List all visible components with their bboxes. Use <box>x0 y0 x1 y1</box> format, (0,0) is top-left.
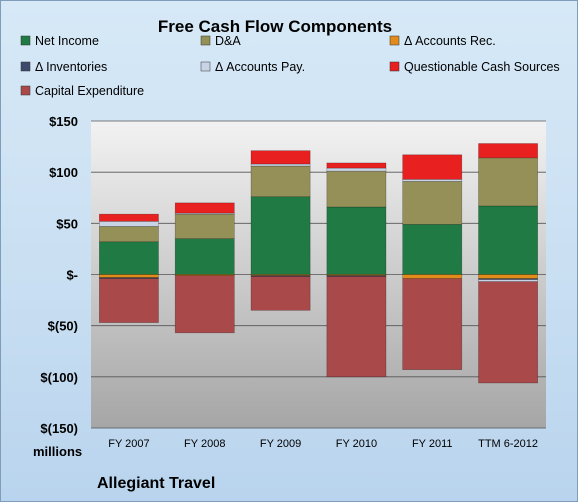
x-tick-label: FY 2009 <box>260 438 301 450</box>
y-tick-label: $- <box>66 268 78 283</box>
bar-segment-delta-accounts-rec <box>478 274 538 279</box>
bar-segment-delta-accounts-pay <box>402 179 463 182</box>
x-axis-ticks: FY 2007 FY 2008 FY 2009 FY 2010 FY 2011 TTM 6… <box>108 438 538 450</box>
bar-segment-questionable-cash-sources <box>402 154 463 180</box>
x-tick-label: FY 2010 <box>336 438 377 450</box>
legend-swatch <box>20 35 31 46</box>
bar-segment-capital-expenditure <box>402 278 463 370</box>
y-tick-label: $50 <box>56 216 78 231</box>
bar-segment-capital-expenditure <box>478 281 538 384</box>
bar-segment-delta-accounts-pay <box>250 163 311 167</box>
bar-segment-capital-expenditure <box>174 275 235 334</box>
bar-segment-capital-expenditure <box>99 278 159 323</box>
legend-label: Capital Expenditure <box>35 84 144 98</box>
legend-swatch <box>20 85 31 96</box>
bar-segment-delta-accounts-pay <box>326 167 387 172</box>
x-tick-label: FY 2007 <box>108 438 149 450</box>
y-tick-label: $150 <box>49 114 78 129</box>
bar-segment-danda <box>402 181 463 225</box>
y-axis-ticks: $150 $100 $50 $- $(50) $(100) $(150) <box>40 114 78 436</box>
x-tick-label: FY 2011 <box>412 438 453 450</box>
bar-segment-net-income <box>174 238 235 275</box>
bar-segment-danda <box>326 170 387 208</box>
legend-label: Δ Accounts Pay. <box>215 60 305 74</box>
legend-swatch <box>20 61 31 72</box>
bar-segment-delta-accounts-pay <box>99 220 159 227</box>
bar-segment-net-income <box>478 205 538 275</box>
bar-segment-delta-accounts-rec <box>99 274 159 278</box>
bar-segment-net-income <box>402 224 463 275</box>
legend-item-delta-accounts-pay: Δ Accounts Pay. <box>200 60 305 74</box>
bar-segment-capital-expenditure <box>250 276 311 311</box>
bar-segment-net-income <box>250 196 311 275</box>
bar-segment-questionable-cash-sources <box>478 143 538 159</box>
y-tick-label: $(100) <box>40 370 78 385</box>
bar-segment-questionable-cash-sources <box>250 150 311 165</box>
bar-segment-delta-accounts-rec <box>402 274 463 279</box>
legend-item-capital-expenditure: Capital Expenditure <box>20 84 144 98</box>
legend-item-net-income: Net Income <box>20 34 99 48</box>
legend-swatch <box>389 61 400 72</box>
legend-item-questionable-cash-sources: Questionable Cash Sources <box>389 60 560 74</box>
bars <box>99 143 538 384</box>
bar-segment-danda <box>478 157 538 207</box>
bar-segment-delta-accounts-pay <box>478 279 538 282</box>
bar-segment-questionable-cash-sources <box>326 162 387 169</box>
bar-segment-questionable-cash-sources <box>99 213 159 222</box>
legend-label: Δ Inventories <box>35 60 107 74</box>
legend-label: Net Income <box>35 34 99 48</box>
legend-swatch <box>200 35 211 46</box>
x-tick-label: TTM 6-2012 <box>478 438 538 450</box>
gridlines <box>91 120 546 429</box>
legend-label: Questionable Cash Sources <box>404 60 560 74</box>
legend-swatch <box>389 35 400 46</box>
legend-swatch <box>200 61 211 72</box>
y-tick-label: $(150) <box>40 421 78 436</box>
unit-label: millions <box>33 444 82 459</box>
bar-segment-net-income <box>99 241 159 275</box>
legend-label: Δ Accounts Rec. <box>404 34 496 48</box>
legend-label: D&A <box>215 34 241 48</box>
legend-item-delta-accounts-rec: Δ Accounts Rec. <box>389 34 496 48</box>
brand-label: Allegiant Travel <box>97 475 215 492</box>
bar-segment-capital-expenditure <box>326 276 387 378</box>
bar-segment-danda <box>99 226 159 243</box>
legend: Net Income D&A Δ Accounts Rec. Δ Inventorie… <box>20 34 560 98</box>
bar-segment-net-income <box>326 206 387 275</box>
bar-segment-danda <box>174 213 235 239</box>
legend-item-delta-inventories: Δ Inventories <box>20 60 107 74</box>
x-tick-label: FY 2008 <box>184 438 225 450</box>
legend-item-danda: D&A <box>200 34 241 48</box>
y-tick-label: $(50) <box>48 319 78 334</box>
chart-title: Free Cash Flow Components <box>158 17 392 36</box>
y-tick-label: $100 <box>49 165 78 180</box>
bar-segment-questionable-cash-sources <box>174 202 235 214</box>
bar-segment-danda <box>250 165 311 198</box>
